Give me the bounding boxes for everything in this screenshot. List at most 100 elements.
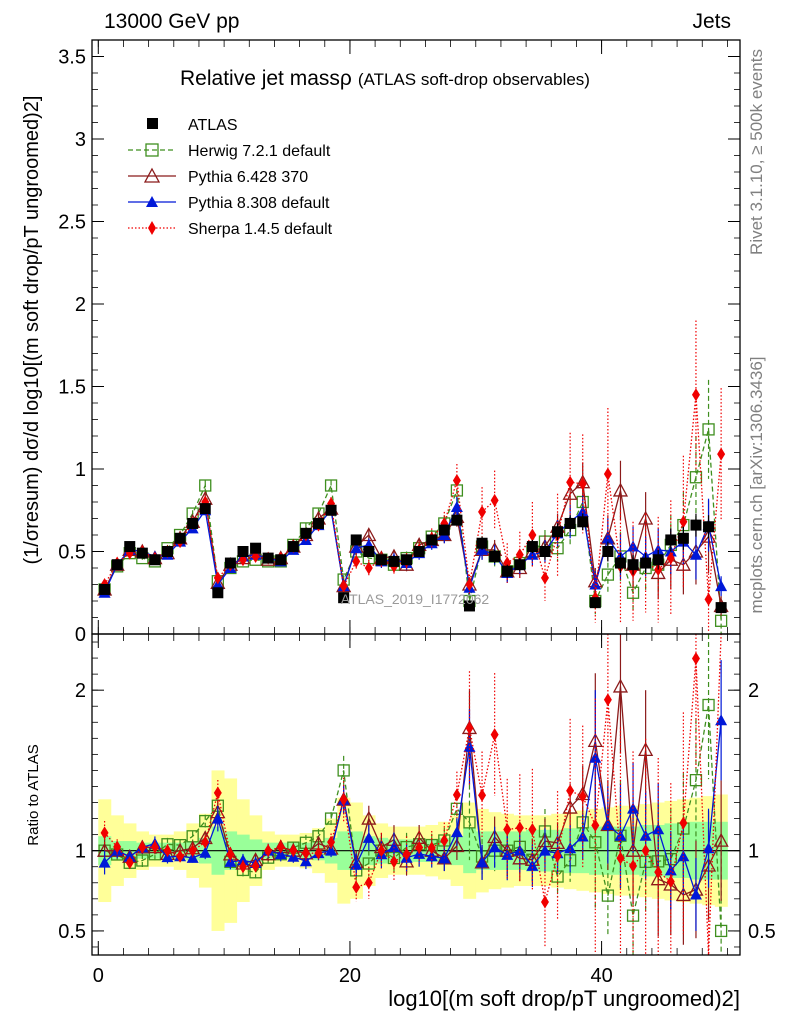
line-sherpa-ratio <box>104 633 722 956</box>
point-atlas <box>715 602 727 614</box>
point-py8-ratio <box>211 812 224 824</box>
point-sherpa-ratio <box>364 876 373 890</box>
point-py8-ratio <box>463 740 476 752</box>
mcplots-credit: mcplots.cern.ch [arXiv:1306.3436] <box>747 356 766 613</box>
point-sherpa-ratio <box>679 816 688 830</box>
point-herwig-ratio <box>199 814 212 828</box>
point-herwig-ratio <box>337 764 350 777</box>
point-atlas <box>224 557 236 569</box>
legend-marker-py8 <box>146 196 158 207</box>
point-sherpa-main <box>578 477 587 491</box>
point-sherpa-ratio <box>528 822 537 836</box>
legend-item-sherpa: Sherpa 1.4.5 default <box>128 221 333 238</box>
point-atlas <box>350 534 362 546</box>
point-herwig-main <box>601 568 615 581</box>
point-sherpa-ratio <box>402 847 411 861</box>
point-atlas <box>564 517 576 529</box>
point-atlas <box>589 597 601 609</box>
point-sherpa-main <box>717 447 726 461</box>
y-tick-label-main: 0.5 <box>58 542 86 564</box>
y-tick-label-ratio: 1 <box>75 841 86 863</box>
legend-item-atlas: ATLAS <box>147 117 238 134</box>
point-sherpa-ratio <box>100 826 109 840</box>
point-py8-ratio <box>98 856 111 868</box>
point-sherpa-main <box>540 571 549 585</box>
point-atlas <box>703 521 715 533</box>
point-sherpa-ratio <box>289 844 298 858</box>
x-axis-label: log10[(m soft drop/pT ungroomed)2] <box>388 986 740 1011</box>
y-tick-label-main: 3 <box>75 129 86 151</box>
point-atlas <box>199 503 211 515</box>
legend-item-py8: Pythia 8.308 default <box>128 195 330 212</box>
point-sherpa-main <box>704 592 713 606</box>
point-sherpa-ratio <box>176 849 185 863</box>
point-py8-ratio <box>123 850 136 862</box>
y-tick-label-main: 2.5 <box>58 212 86 234</box>
point-py8-ratio <box>501 848 514 860</box>
point-sherpa-ratio <box>666 875 675 889</box>
point-atlas <box>250 542 262 554</box>
point-sherpa-ratio <box>629 859 638 873</box>
process-label: Jets <box>692 10 731 33</box>
point-atlas <box>514 559 526 571</box>
legend-label-herwig: Herwig 7.2.1 default <box>188 143 331 160</box>
point-atlas <box>526 541 538 553</box>
legend-marker-herwig <box>145 143 159 157</box>
point-py8-ratio <box>677 850 690 862</box>
point-sherpa-main <box>478 505 487 519</box>
point-py8-ratio <box>702 842 715 854</box>
point-py8-ratio <box>350 858 363 870</box>
series-layer <box>96 320 729 956</box>
point-atlas <box>136 547 148 559</box>
line-py6-ratio <box>104 686 722 896</box>
point-sherpa-main <box>213 571 222 585</box>
point-atlas <box>338 592 350 604</box>
line-sherpa-main <box>104 394 722 600</box>
point-atlas <box>312 517 324 529</box>
point-atlas <box>300 527 312 539</box>
point-herwig-ratio <box>689 774 703 787</box>
line-herwig-ratio <box>104 704 722 931</box>
point-atlas <box>174 532 186 544</box>
x-tick-label: 0 <box>93 965 104 987</box>
point-sherpa-ratio <box>339 793 348 807</box>
legend-label-py6: Pythia 6.428 370 <box>188 169 308 186</box>
legend-label-py8: Pythia 8.308 default <box>188 195 330 212</box>
point-sherpa-ratio <box>188 844 197 858</box>
point-sherpa-ratio <box>515 821 524 835</box>
plot-title: Relative jet massρ (ATLAS soft-drop obser… <box>180 67 590 90</box>
point-sherpa-ratio <box>654 865 663 879</box>
point-atlas <box>111 559 123 571</box>
point-atlas <box>149 554 161 566</box>
point-py6-ratio <box>449 838 465 853</box>
point-sherpa-ratio <box>163 844 172 858</box>
point-sherpa-ratio <box>616 851 625 865</box>
point-py8-ratio <box>236 854 249 866</box>
plot-title-sub: (ATLAS soft-drop observables) <box>358 70 590 89</box>
line-py8-main <box>103 504 722 594</box>
point-herwig-ratio <box>324 812 338 825</box>
point-sherpa-main <box>339 579 348 593</box>
point-atlas <box>413 546 425 557</box>
point-sherpa-main <box>515 548 524 562</box>
series-sherpa <box>100 320 726 956</box>
point-py8-ratio <box>488 841 501 853</box>
point-sherpa-main <box>691 388 700 402</box>
point-sherpa-main <box>603 467 612 481</box>
point-py8-ratio <box>589 751 602 763</box>
point-py6-main <box>638 510 654 525</box>
point-sherpa-ratio <box>389 855 398 869</box>
point-py8-main <box>715 580 728 592</box>
point-sherpa-main <box>666 551 675 565</box>
point-herwig-main <box>689 471 703 484</box>
point-sherpa-ratio <box>150 840 159 854</box>
point-sherpa-ratio <box>478 788 487 802</box>
point-py6-ratio <box>625 842 641 857</box>
y-tick-label-ratio-right: 2 <box>748 680 759 702</box>
point-atlas <box>476 537 488 549</box>
point-sherpa-ratio <box>553 849 562 863</box>
point-py6-main <box>612 482 629 497</box>
point-py8-ratio <box>476 856 489 868</box>
point-atlas <box>262 552 274 564</box>
